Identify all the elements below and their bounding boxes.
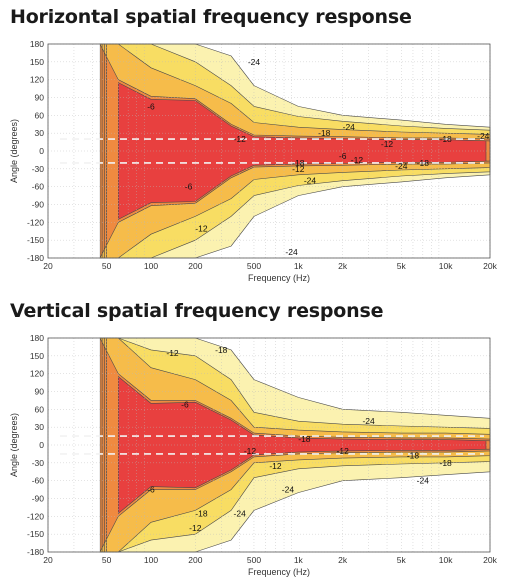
below-cutoff [48, 338, 100, 552]
contour-label: -6 [339, 151, 347, 161]
x-tick-label: 5k [397, 261, 407, 271]
contour-label: -18 [439, 458, 452, 468]
x-tick-label: 100 [144, 555, 158, 565]
contour-label: -18 [318, 128, 331, 138]
y-tick-label: 60 [35, 110, 45, 120]
x-tick-label: 20k [483, 261, 497, 271]
contour-label: -24 [234, 508, 247, 518]
x-tick-label: 2k [338, 261, 348, 271]
contour-label: -12 [381, 139, 394, 149]
y-tick-label: -30 [32, 164, 45, 174]
contour-label: -12 [351, 155, 364, 165]
contour-label: -12 [292, 164, 305, 174]
y-tick-label: 150 [30, 351, 44, 361]
x-tick-label: 20 [43, 555, 53, 565]
y-tick-label: 90 [35, 93, 45, 103]
contour-label: -18 [195, 508, 208, 518]
y-tick-label: -60 [32, 476, 45, 486]
x-tick-label: 500 [247, 555, 261, 565]
plot-frame [47, 337, 491, 553]
x-tick-label: 1k [294, 261, 304, 271]
y-tick-label: -90 [32, 494, 45, 504]
x-tick-label: 200 [188, 261, 202, 271]
x-tick-label: 10k [439, 555, 453, 565]
contour-label: -12 [166, 348, 179, 358]
x-tick-label: 20k [483, 555, 497, 565]
contour-label: -24 [282, 485, 295, 495]
contour-label: -18 [215, 345, 228, 355]
x-axis-label: Frequency (Hz) [248, 273, 310, 283]
y-tick-label: 150 [30, 57, 44, 67]
y-tick-label: -60 [32, 182, 45, 192]
x-tick-label: 5k [397, 555, 407, 565]
y-tick-label: 0 [39, 146, 44, 156]
y-tick-label: 30 [35, 128, 45, 138]
chart-title-vertical: Vertical spatial frequency response [10, 300, 384, 322]
contour-label: -24 [477, 131, 490, 141]
y-tick-label: 180 [30, 333, 44, 343]
contour-label: -24 [362, 416, 375, 426]
y-tick-label: -180 [27, 253, 44, 263]
y-axis-label: Angle (degrees) [9, 413, 19, 477]
y-tick-label: 0 [39, 440, 44, 450]
contour-label: -12 [337, 446, 350, 456]
contour-label: -24 [285, 247, 298, 257]
y-tick-label: -90 [32, 200, 45, 210]
region-0db [118, 375, 491, 515]
contour-label: -18 [292, 158, 305, 168]
y-tick-label: -120 [27, 217, 44, 227]
chart-title-horizontal: Horizontal spatial frequency response [10, 6, 412, 28]
y-tick-label: 120 [30, 75, 44, 85]
contour-label: -6 [147, 101, 155, 111]
contour-label: -12 [269, 461, 282, 471]
contour-label: -24 [417, 476, 430, 486]
x-tick-label: 50 [102, 261, 112, 271]
contour-label: -24 [395, 161, 408, 171]
x-tick-label: 1k [294, 555, 304, 565]
contour-label: -24 [248, 57, 261, 67]
contour-label: -12 [234, 134, 247, 144]
y-tick-label: -30 [32, 458, 45, 468]
y-tick-label: 30 [35, 422, 45, 432]
contour-label: -6 [185, 182, 193, 192]
contour-label: -24 [343, 122, 356, 132]
y-tick-label: 180 [30, 39, 44, 49]
y-tick-label: -120 [27, 511, 44, 521]
x-tick-label: 20 [43, 261, 53, 271]
plot-frame [47, 43, 491, 259]
contour-label: -24 [304, 176, 317, 186]
x-axis-label: Frequency (Hz) [248, 567, 310, 577]
y-tick-label: -180 [27, 547, 44, 557]
y-axis-label: Angle (degrees) [9, 119, 19, 183]
y-tick-label: -150 [27, 529, 44, 539]
contour-label: -6 [147, 485, 155, 495]
x-tick-label: 10k [439, 261, 453, 271]
contour-label: -6 [181, 400, 189, 410]
contour-label: -12 [189, 523, 202, 533]
y-tick-label: 120 [30, 369, 44, 379]
contour-label: -18 [407, 451, 420, 461]
y-tick-label: 60 [35, 404, 45, 414]
contour-label: -18 [439, 134, 452, 144]
x-tick-label: 2k [338, 555, 348, 565]
x-tick-label: 100 [144, 261, 158, 271]
x-tick-label: 50 [102, 555, 112, 565]
contour-label: -12 [244, 446, 257, 456]
contour-label: -18 [417, 158, 430, 168]
contour-label: -18 [298, 434, 311, 444]
y-tick-label: -150 [27, 235, 44, 245]
y-tick-label: 90 [35, 387, 45, 397]
below-cutoff [48, 44, 100, 258]
x-tick-label: 200 [188, 555, 202, 565]
x-tick-label: 500 [247, 261, 261, 271]
contour-label: -12 [195, 223, 208, 233]
